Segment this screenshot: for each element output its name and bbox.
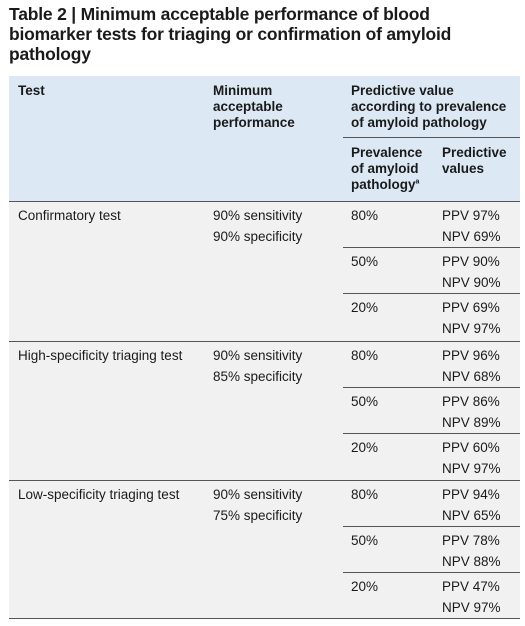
prevalence-divider	[343, 387, 520, 388]
npv-value: NPV 90%	[442, 275, 501, 290]
table-header-background	[9, 76, 520, 201]
npv-value: NPV 88%	[442, 554, 501, 569]
group-divider	[9, 480, 520, 481]
table-title: Table 2 | Minimum acceptable performance…	[9, 4, 514, 64]
prevalence-value: 50%	[351, 254, 379, 269]
header-prevalence: Prevalence of amyloid pathologya	[351, 145, 423, 192]
min-sensitivity: 90% sensitivity	[213, 348, 303, 363]
performance-table: Test Minimum acceptable performance Pred…	[9, 76, 520, 619]
ppv-value: PPV 47%	[442, 579, 500, 594]
group-divider	[9, 201, 520, 202]
min-specificity: 75% specificity	[213, 508, 303, 523]
prevalence-divider	[343, 293, 520, 294]
npv-value: NPV 69%	[442, 229, 501, 244]
ppv-value: PPV 78%	[442, 533, 500, 548]
ppv-value: PPV 86%	[442, 394, 500, 409]
npv-value: NPV 97%	[442, 461, 501, 476]
ppv-value: PPV 69%	[442, 300, 500, 315]
prevalence-divider	[343, 247, 520, 248]
prevalence-divider	[343, 572, 520, 573]
prevalence-value: 20%	[351, 440, 379, 455]
footnote-marker: a	[415, 178, 420, 186]
header-predictive-values: Predictive values	[442, 145, 507, 176]
npv-value: NPV 97%	[442, 600, 501, 615]
prevalence-value: 20%	[351, 579, 379, 594]
ppv-value: PPV 94%	[442, 487, 500, 502]
ppv-value: PPV 90%	[442, 254, 500, 269]
npv-value: NPV 65%	[442, 508, 501, 523]
min-specificity: 90% specificity	[213, 229, 303, 244]
subheader-divider	[343, 137, 520, 138]
title-line-3: pathology	[9, 44, 91, 64]
prevalence-value: 50%	[351, 533, 379, 548]
title-line-2: biomarker tests for triaging or confirma…	[9, 24, 452, 44]
npv-value: NPV 89%	[442, 415, 501, 430]
min-sensitivity: 90% sensitivity	[213, 208, 303, 223]
prevalence-divider	[343, 526, 520, 527]
test-name: Confirmatory test	[18, 208, 121, 223]
title-line-1: Table 2 | Minimum acceptable performance…	[9, 4, 430, 24]
ppv-value: PPV 96%	[442, 348, 500, 363]
table-bottom-rule	[9, 618, 520, 619]
npv-value: NPV 97%	[442, 321, 501, 336]
header-minimum-performance: Minimum acceptable performance	[213, 83, 295, 130]
min-sensitivity: 90% sensitivity	[213, 487, 303, 502]
group-divider	[9, 341, 520, 342]
test-name: Low-specificity triaging test	[18, 487, 180, 502]
npv-value: NPV 68%	[442, 369, 501, 384]
prevalence-divider	[343, 433, 520, 434]
prevalence-value: 80%	[351, 208, 379, 223]
prevalence-value: 80%	[351, 487, 379, 502]
header-test: Test	[18, 83, 45, 98]
header-predictive-value: Predictive value according to prevalence…	[351, 83, 507, 130]
prevalence-value: 80%	[351, 348, 379, 363]
prevalence-value: 50%	[351, 394, 379, 409]
table-body-background	[9, 201, 520, 619]
min-specificity: 85% specificity	[213, 369, 303, 384]
ppv-value: PPV 97%	[442, 208, 500, 223]
ppv-value: PPV 60%	[442, 440, 500, 455]
prevalence-value: 20%	[351, 300, 379, 315]
test-name: High-specificity triaging test	[18, 348, 183, 363]
